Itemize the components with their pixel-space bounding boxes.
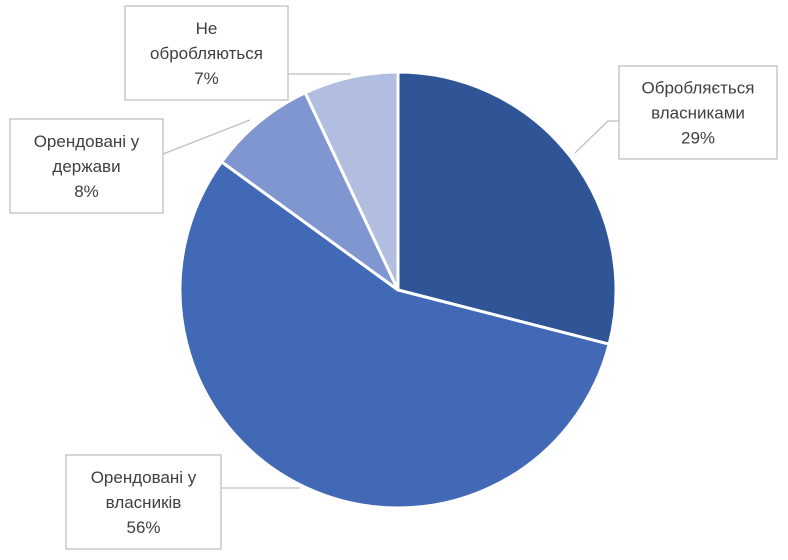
data-label-box: [124, 5, 289, 101]
data-label-value: 7%: [194, 69, 219, 88]
pie-slice-2: [178, 160, 611, 510]
data-label-category: держави: [52, 157, 120, 176]
data-label-category: обробляються: [150, 44, 263, 63]
data-label-category: власниками: [651, 104, 745, 123]
pie-slices: [178, 70, 618, 510]
data-label-box: [9, 118, 164, 214]
data-label-value: 56%: [126, 518, 160, 537]
data-label-box: [65, 454, 222, 550]
leader-line-1: [574, 120, 619, 154]
data-label-category: власників: [106, 493, 182, 512]
data-label-category: Обробляється: [642, 79, 755, 98]
leader-line-3: [162, 119, 251, 155]
data-label-value: 29%: [681, 129, 715, 148]
data-label-value: 8%: [74, 182, 99, 201]
pie-slice-1: [396, 70, 618, 346]
data-label-box: [618, 65, 778, 160]
data-label-category: Орендовані у: [34, 132, 140, 151]
pie-slice-4: [303, 70, 400, 292]
label-leader-lines: [162, 73, 619, 489]
data-label-category: Не: [196, 19, 218, 38]
data-label-2: Орендовані у власників 56%: [65, 454, 222, 550]
data-label-1: Обробляється власниками 29%: [618, 65, 778, 160]
data-label-4: Не обробляються 7%: [124, 5, 289, 101]
data-label-category: Орендовані у: [91, 468, 197, 487]
data-label-3: Орендовані у держави 8%: [9, 118, 164, 214]
data-labels: Обробляється власниками 29% Орендовані у вла…: [9, 5, 778, 550]
pie-slice-3: [220, 91, 400, 292]
